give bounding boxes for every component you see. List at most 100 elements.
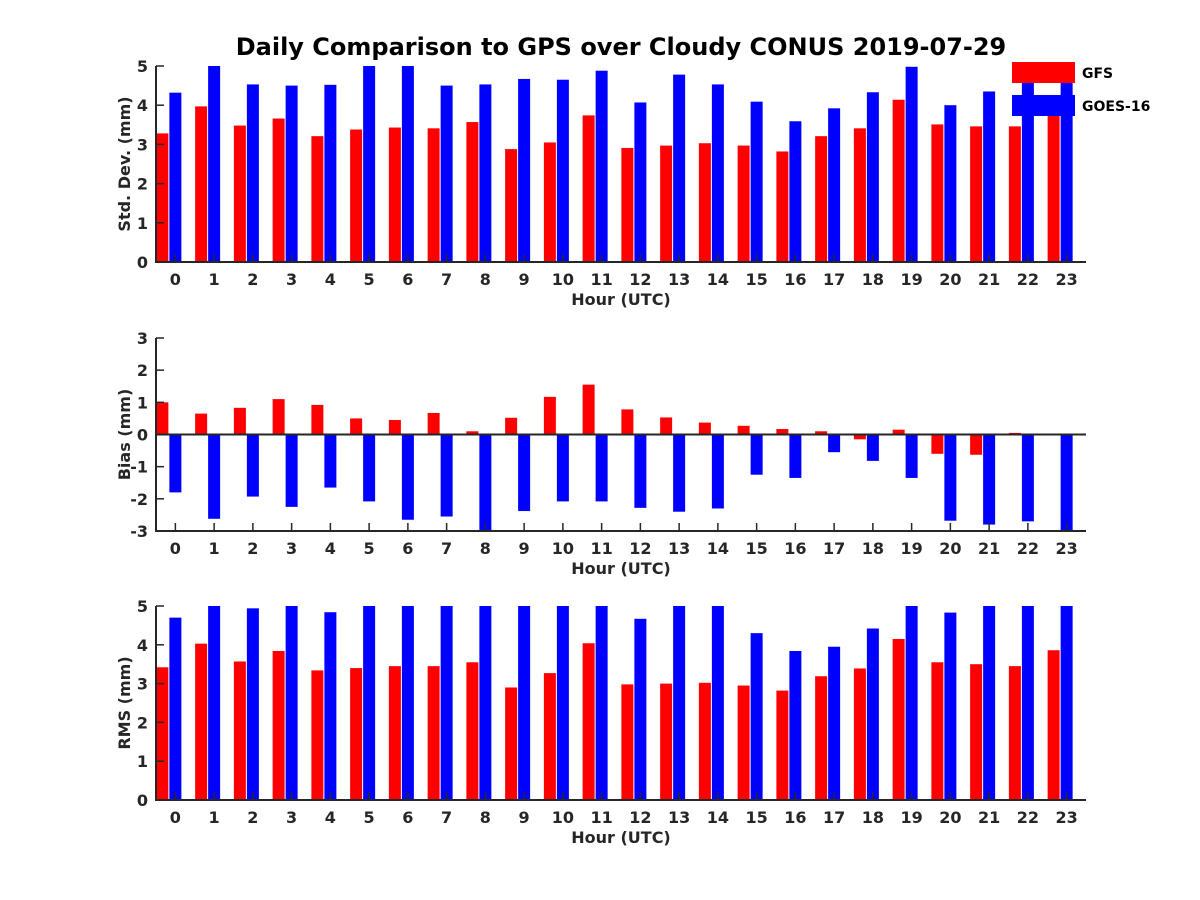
- bar-bias-goes-16-14: [711, 434, 724, 509]
- bar-bias-goes-16-10: [556, 434, 569, 502]
- bar-std-goes-16-20: [944, 105, 957, 262]
- x-tick-label: 13: [668, 539, 690, 558]
- bar-rms-goes-16-18: [866, 628, 879, 800]
- bar-rms-gfs-18: [853, 668, 866, 800]
- bar-bias-gfs-6: [388, 420, 401, 435]
- bar-bias-gfs-20: [931, 434, 944, 454]
- bar-bias-gfs-13: [660, 417, 673, 435]
- y-tick-label: 4: [137, 636, 148, 655]
- y-tick-label: 1: [137, 752, 148, 771]
- x-tick-label: 13: [668, 808, 690, 827]
- x-tick-label: 10: [552, 270, 574, 289]
- bar-bias-gfs-5: [350, 418, 363, 435]
- bar-rms-goes-16-0: [169, 617, 182, 800]
- bar-std-goes-16-2: [246, 84, 259, 262]
- x-tick-label: 19: [900, 539, 922, 558]
- x-tick-label: 16: [784, 808, 806, 827]
- bar-rms-gfs-3: [272, 651, 285, 800]
- bar-bias-goes-16-22: [1021, 434, 1034, 522]
- x-tick-label: 3: [286, 539, 297, 558]
- bar-bias-gfs-21: [970, 434, 983, 455]
- x-tick-label: 22: [1017, 539, 1039, 558]
- x-tick-label: 12: [629, 270, 651, 289]
- x-tick-label: 23: [1055, 539, 1077, 558]
- bar-std-gfs-1: [195, 106, 208, 262]
- bar-rms-goes-16-23: [1060, 606, 1073, 800]
- bar-bias-goes-16-16: [789, 434, 802, 478]
- bar-bias-gfs-15: [737, 425, 750, 435]
- x-tick-label: 9: [519, 270, 530, 289]
- bar-std-gfs-11: [582, 115, 595, 262]
- bar-std-gfs-3: [272, 118, 285, 262]
- bar-bias-gfs-17: [815, 431, 828, 435]
- x-tick-label: 17: [823, 270, 845, 289]
- y-tick-label: 3: [137, 135, 148, 154]
- bar-std-gfs-13: [660, 145, 673, 262]
- x-tick-label: 9: [519, 539, 530, 558]
- bar-std-goes-16-1: [208, 66, 221, 262]
- bar-rms-gfs-16: [776, 690, 789, 800]
- x-tick-label: 12: [629, 808, 651, 827]
- x-tick-label: 21: [978, 270, 1000, 289]
- x-tick-label: 6: [402, 270, 413, 289]
- bar-bias-gfs-1: [195, 413, 208, 435]
- x-tick-label: 21: [978, 539, 1000, 558]
- x-tick-label: 5: [364, 270, 375, 289]
- bar-bias-goes-16-7: [440, 434, 453, 517]
- bar-rms-gfs-2: [233, 661, 246, 800]
- y-tick-label: 3: [137, 329, 148, 348]
- bar-rms-goes-16-22: [1021, 606, 1034, 800]
- bar-rms-gfs-17: [815, 676, 828, 800]
- x-tick-label: 8: [480, 808, 491, 827]
- bar-bias-goes-16-21: [983, 434, 996, 525]
- legend-swatch-gfs: [1012, 62, 1075, 83]
- x-tick-label: 3: [286, 270, 297, 289]
- x-tick-label: 14: [707, 539, 729, 558]
- y-tick-label: 0: [137, 426, 148, 445]
- bar-rms-gfs-14: [698, 682, 711, 800]
- bar-std-gfs-16: [776, 151, 789, 262]
- x-tick-label: 4: [325, 808, 336, 827]
- legend: GFS GOES-16: [1012, 62, 1150, 116]
- bar-bias-gfs-12: [621, 409, 634, 435]
- bar-bias-goes-16-4: [324, 434, 337, 488]
- x-tick-label: 14: [707, 808, 729, 827]
- x-tick-label: 5: [364, 808, 375, 827]
- bar-rms-goes-16-3: [285, 606, 298, 800]
- bar-std-gfs-6: [388, 127, 401, 262]
- bar-std-gfs-12: [621, 147, 634, 262]
- bar-rms-gfs-6: [388, 666, 401, 800]
- legend-label-gfs: GFS: [1082, 66, 1113, 82]
- bar-std-gfs-20: [931, 124, 944, 262]
- x-tick-label: 3: [286, 808, 297, 827]
- x-tick-label: 8: [480, 539, 491, 558]
- bar-bias-goes-16-13: [673, 434, 686, 512]
- bar-bias-goes-16-23: [1060, 434, 1073, 531]
- x-tick-label: 5: [364, 539, 375, 558]
- bar-std-goes-16-16: [789, 121, 802, 263]
- x-tick-label: 7: [441, 808, 452, 827]
- x-tick-label: 7: [441, 539, 452, 558]
- bar-rms-gfs-11: [582, 643, 595, 800]
- x-tick-label: 15: [745, 539, 767, 558]
- bar-rms-goes-16-6: [401, 606, 414, 800]
- bar-std-goes-16-13: [673, 74, 686, 263]
- bar-std-goes-16-23: [1060, 81, 1073, 263]
- bar-rms-gfs-19: [892, 638, 905, 800]
- y-tick-label: 4: [137, 96, 148, 115]
- y-tick-label: -1: [130, 458, 148, 477]
- bar-rms-gfs-21: [970, 664, 983, 800]
- x-tick-label: 10: [552, 808, 574, 827]
- x-tick-label: 10: [552, 539, 574, 558]
- bar-std-goes-16-7: [440, 85, 453, 262]
- bar-bias-goes-16-11: [595, 434, 608, 502]
- y-tick-label: -2: [130, 490, 148, 509]
- x-tick-label: 0: [170, 539, 181, 558]
- bar-std-gfs-15: [737, 145, 750, 262]
- x-tick-label: 1: [209, 539, 220, 558]
- bar-rms-gfs-5: [350, 668, 363, 800]
- bar-std-goes-16-10: [556, 79, 569, 262]
- x-tick-label: 4: [325, 270, 336, 289]
- bar-rms-gfs-4: [311, 670, 324, 800]
